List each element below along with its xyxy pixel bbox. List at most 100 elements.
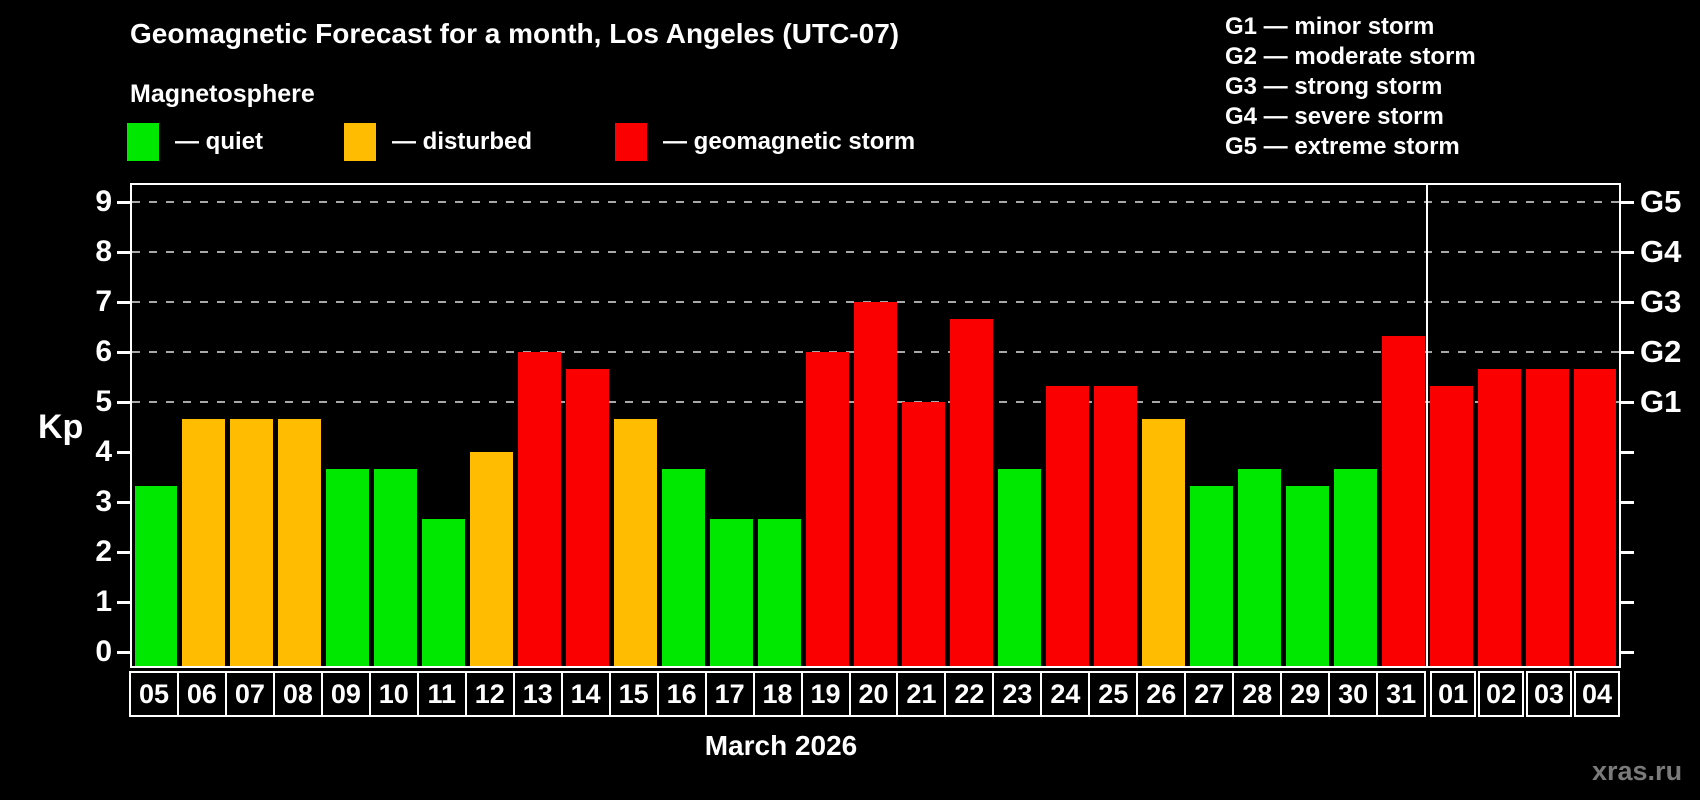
kp-bar-day-04 bbox=[1573, 368, 1617, 666]
kp-bar-day-12 bbox=[470, 452, 514, 666]
date-label-20: 20 bbox=[848, 671, 899, 717]
gridline-kp9 bbox=[132, 201, 1619, 203]
g-scale-label-g1: G1 bbox=[1640, 384, 1682, 419]
storm-color-swatch bbox=[615, 123, 647, 161]
g-scale-label-g3: G3 bbox=[1640, 284, 1682, 319]
date-label-10: 10 bbox=[368, 671, 419, 717]
watermark: xras.ru bbox=[1592, 756, 1683, 786]
quiet-color-swatch bbox=[127, 123, 159, 161]
date-label-14: 14 bbox=[560, 671, 611, 717]
legend-storm-label: — geomagnetic storm bbox=[663, 128, 916, 155]
date-label-06: 06 bbox=[176, 671, 227, 717]
y-axis-tick-right-4 bbox=[1621, 450, 1634, 454]
month-boundary-line bbox=[1426, 185, 1429, 666]
date-label-12: 12 bbox=[464, 671, 515, 717]
kp-bar-day-30 bbox=[1333, 468, 1377, 666]
legend-item-disturbed: — disturbed bbox=[344, 123, 532, 161]
kp-bar-day-29 bbox=[1285, 485, 1329, 666]
y-axis-label-8: 8 bbox=[95, 235, 112, 268]
date-label-26: 26 bbox=[1136, 671, 1187, 717]
kp-bar-day-16 bbox=[662, 468, 706, 666]
date-label-11: 11 bbox=[416, 671, 467, 717]
g4-legend-line: G4 — severe storm bbox=[1225, 103, 1444, 130]
kp-bar-day-27 bbox=[1189, 485, 1233, 666]
kp-bar-day-23 bbox=[997, 468, 1041, 666]
date-label-30: 30 bbox=[1328, 671, 1379, 717]
y-axis-tick-left-0 bbox=[117, 650, 130, 654]
kp-bar-day-15 bbox=[614, 418, 658, 666]
date-label-04: 04 bbox=[1574, 671, 1620, 717]
legend-item-quiet: — quiet bbox=[127, 123, 263, 161]
y-axis-tick-right-9 bbox=[1621, 200, 1634, 204]
date-label-01: 01 bbox=[1430, 671, 1477, 717]
date-label-17: 17 bbox=[704, 671, 755, 717]
date-label-21: 21 bbox=[896, 671, 947, 717]
kp-bar-day-25 bbox=[1093, 385, 1137, 666]
kp-bar-day-05 bbox=[134, 485, 178, 666]
g5-legend-line: G5 — extreme storm bbox=[1225, 133, 1460, 160]
y-axis-tick-right-1 bbox=[1621, 600, 1634, 604]
g1-legend-line: G1 — minor storm bbox=[1225, 13, 1435, 40]
date-label-13: 13 bbox=[512, 671, 563, 717]
kp-bar-day-01 bbox=[1429, 385, 1473, 666]
g-scale-label-g5: G5 bbox=[1640, 184, 1682, 219]
legend-quiet-label: — quiet bbox=[175, 128, 263, 155]
x-axis-month-label: March 2026 bbox=[704, 730, 858, 761]
legend-disturbed-label: — disturbed bbox=[392, 128, 533, 155]
kp-bar-day-09 bbox=[326, 468, 370, 666]
kp-bar-day-31 bbox=[1381, 335, 1425, 666]
y-axis-tick-left-7 bbox=[117, 300, 130, 304]
date-label-23: 23 bbox=[992, 671, 1043, 717]
g-scale-legend: G1 — minor storm G2 — moderate storm G3 … bbox=[1225, 12, 1476, 162]
y-axis-tick-left-5 bbox=[117, 400, 130, 404]
date-label-07: 07 bbox=[224, 671, 275, 717]
date-label-16: 16 bbox=[656, 671, 707, 717]
date-label-31: 31 bbox=[1376, 671, 1427, 717]
date-label-02: 02 bbox=[1478, 671, 1525, 717]
y-axis-tick-right-8 bbox=[1621, 250, 1634, 254]
plot-frame bbox=[130, 183, 1621, 668]
y-axis-tick-right-5 bbox=[1621, 400, 1634, 404]
kp-bar-day-08 bbox=[278, 418, 322, 666]
y-axis-tick-right-0 bbox=[1621, 650, 1634, 654]
legend-item-storm: — geomagnetic storm bbox=[615, 123, 915, 161]
y-axis-tick-right-3 bbox=[1621, 500, 1634, 504]
date-label-03: 03 bbox=[1526, 671, 1573, 717]
y-axis-label-4: 4 bbox=[95, 435, 112, 468]
y-axis-label-2: 2 bbox=[95, 535, 112, 568]
gridline-kp8 bbox=[132, 251, 1619, 253]
y-axis-label-9: 9 bbox=[95, 185, 112, 218]
date-label-22: 22 bbox=[944, 671, 995, 717]
kp-bar-day-14 bbox=[566, 368, 610, 666]
y-axis-label-7: 7 bbox=[95, 285, 112, 318]
kp-bar-day-10 bbox=[374, 468, 418, 666]
kp-bar-day-02 bbox=[1477, 368, 1521, 666]
y-axis-tick-left-2 bbox=[117, 550, 130, 554]
y-axis-tick-left-6 bbox=[117, 350, 130, 354]
kp-bar-day-07 bbox=[230, 418, 274, 666]
date-label-18: 18 bbox=[752, 671, 803, 717]
y-axis-tick-right-2 bbox=[1621, 550, 1634, 554]
g3-legend-line: G3 — strong storm bbox=[1225, 73, 1443, 100]
date-label-05: 05 bbox=[129, 671, 179, 717]
y-axis-tick-right-6 bbox=[1621, 350, 1634, 354]
g-scale-label-g4: G4 bbox=[1640, 234, 1682, 269]
date-label-25: 25 bbox=[1088, 671, 1139, 717]
kp-bar-day-26 bbox=[1141, 418, 1185, 666]
g2-legend-line: G2 — moderate storm bbox=[1225, 43, 1476, 70]
date-label-19: 19 bbox=[800, 671, 851, 717]
date-label-09: 09 bbox=[320, 671, 371, 717]
y-axis-tick-left-4 bbox=[117, 450, 130, 454]
y-axis-label-0: 0 bbox=[95, 635, 112, 668]
g-scale-label-g2: G2 bbox=[1640, 334, 1682, 369]
kp-bar-day-24 bbox=[1045, 385, 1089, 666]
y-axis-tick-left-3 bbox=[117, 500, 130, 504]
y-axis-label-3: 3 bbox=[95, 485, 112, 518]
y-axis-tick-left-9 bbox=[117, 200, 130, 204]
kp-bar-day-11 bbox=[422, 518, 466, 666]
y-axis-tick-left-1 bbox=[117, 600, 130, 604]
kp-bar-day-13 bbox=[518, 352, 562, 666]
kp-bar-day-17 bbox=[710, 518, 754, 666]
kp-bar-day-28 bbox=[1237, 468, 1281, 666]
